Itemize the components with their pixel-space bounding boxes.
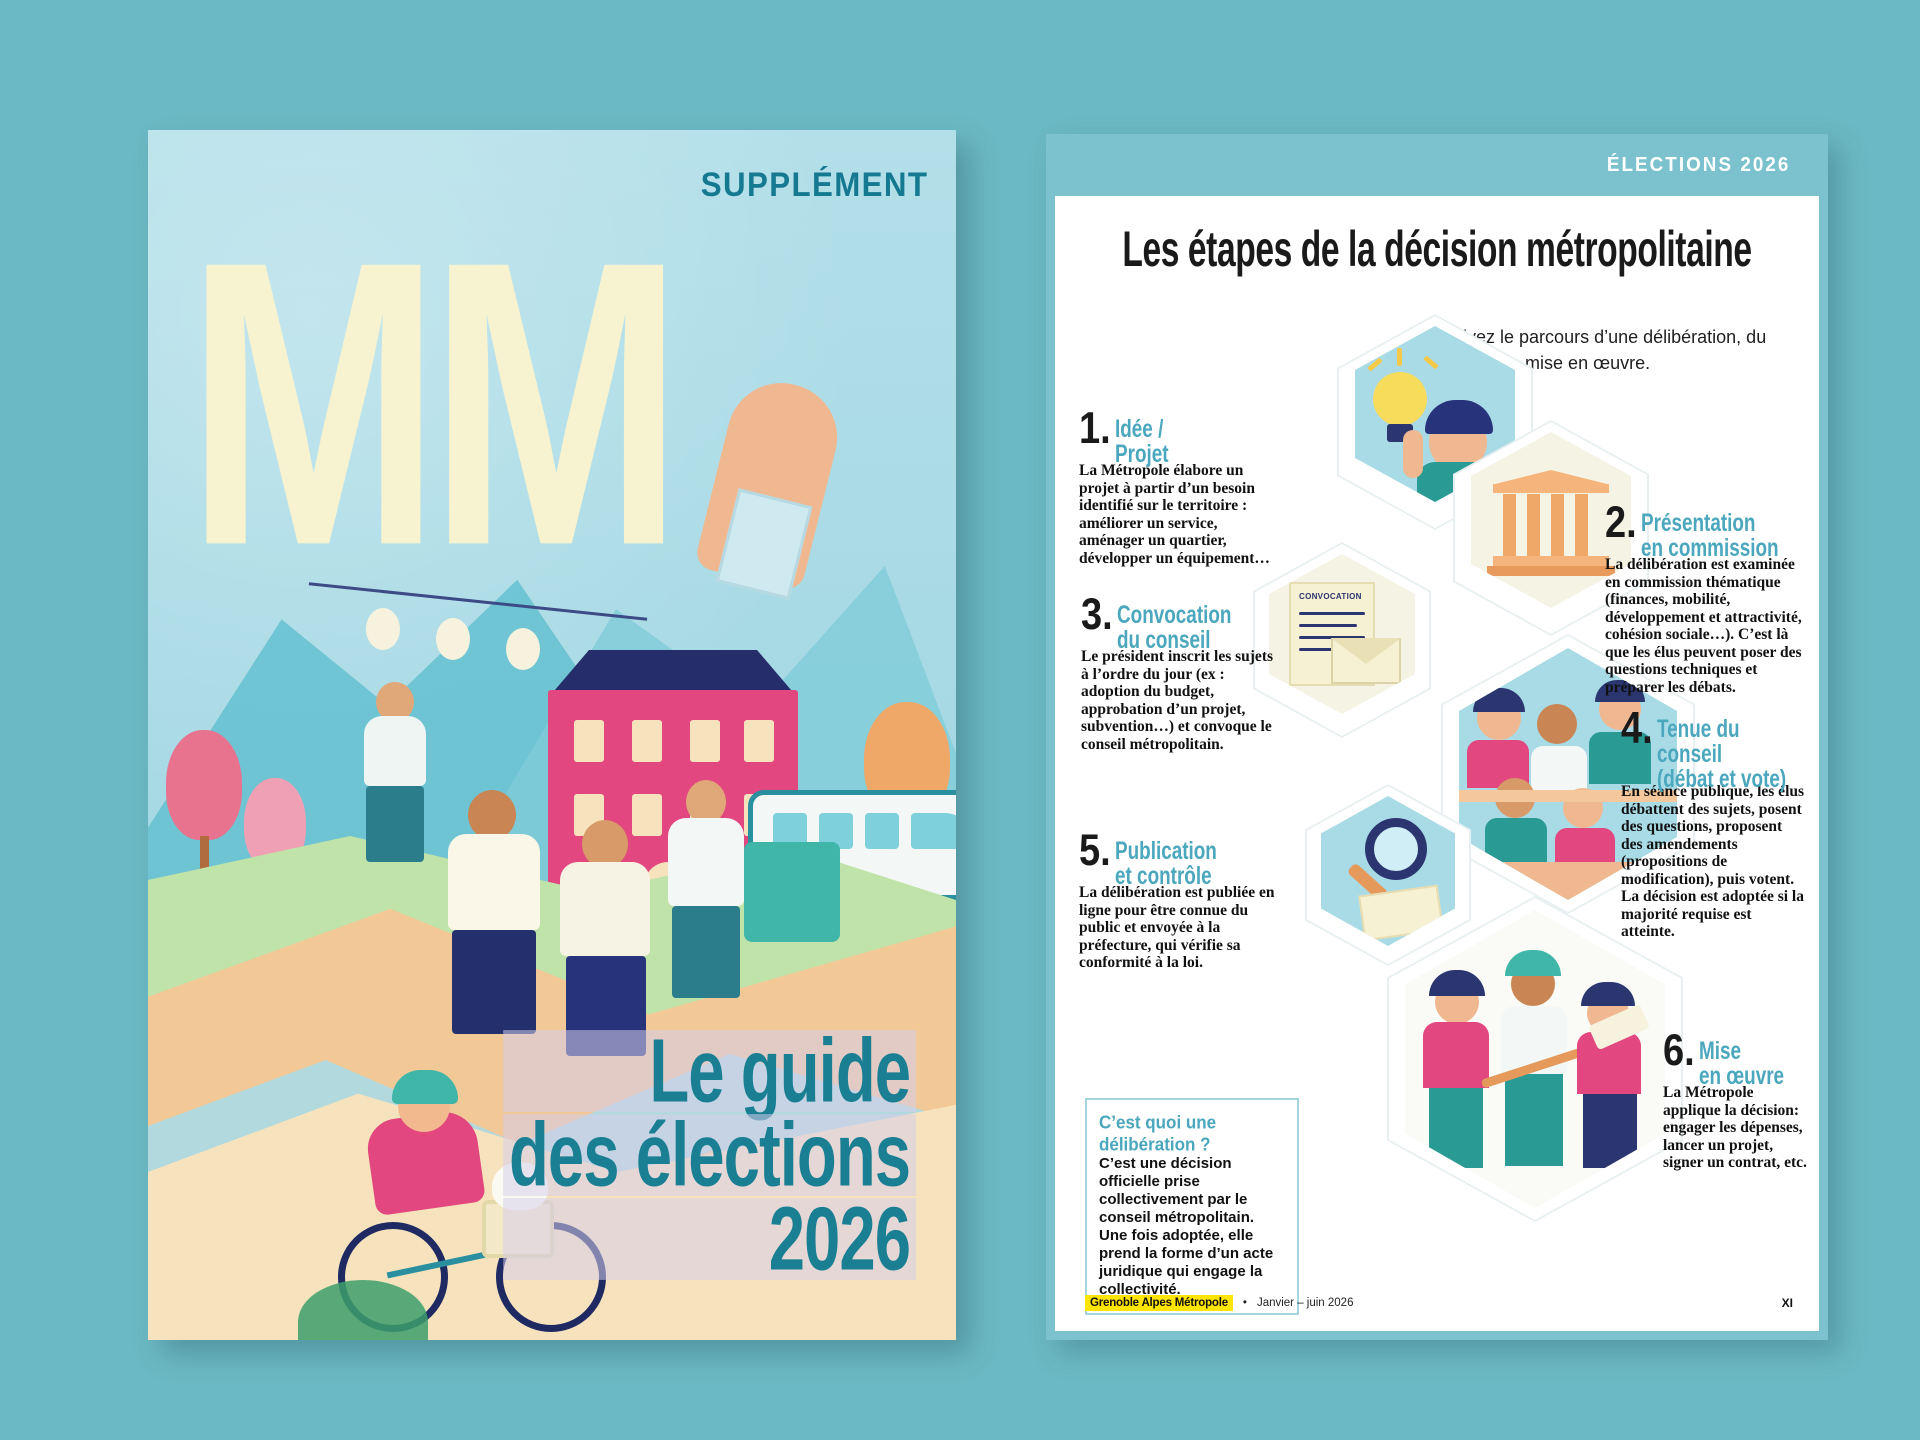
lantern-1	[366, 608, 400, 650]
recycling-cart	[744, 842, 840, 942]
step-1-title-line-1: Idée /	[1114, 415, 1164, 443]
step-3-title-line-1: Convocation	[1116, 601, 1232, 629]
step-1-body: La Métropole élabore un projet à partir …	[1079, 462, 1270, 567]
building-roof	[549, 650, 797, 696]
step-2: 2. Présentation en commission La délibér…	[1605, 498, 1805, 696]
step-4-title-line-2: (débat et vote)	[1656, 765, 1786, 794]
step-6-title: Mise en œuvre	[1698, 1036, 1784, 1090]
step-4: 4. Tenue du conseil (débat et vote) En s…	[1621, 704, 1807, 941]
step-2-body: La délibération est examinée en commissi…	[1605, 556, 1802, 696]
step-3-title: Convocation du conseil	[1116, 600, 1232, 654]
step-1-title: Idée / Projet	[1114, 414, 1169, 468]
step-2-title: Présentation en commission	[1640, 508, 1779, 562]
tree-left	[166, 730, 242, 882]
step-3-number: 3.	[1081, 590, 1113, 640]
footer-separator: •	[1242, 1297, 1247, 1309]
page-content: Les étapes de la décision métropolitaine…	[1055, 196, 1819, 1331]
person-gardening	[364, 682, 426, 862]
foreground-bush	[298, 1280, 428, 1340]
lantern-3	[506, 628, 540, 670]
lantern-2	[436, 618, 470, 660]
cover-logo-text: MM	[186, 176, 684, 630]
cover-logo: MM	[186, 201, 932, 606]
info-box-deliberation: C’est quoi une délibération ? C’est une …	[1085, 1098, 1299, 1315]
step-6: 6. Mise en œuvre La Métropole applique l…	[1663, 1026, 1809, 1172]
step-2-number: 2.	[1605, 498, 1637, 548]
info-box-body: C’est une décision officielle prise coll…	[1099, 1155, 1274, 1298]
step-5-number: 5.	[1079, 826, 1111, 876]
page-header-kicker: ÉLECTIONS 2026	[1606, 153, 1791, 176]
cover-title-line-1: Le guide	[503, 1026, 916, 1116]
step-5-title: Publication et contrôle	[1114, 836, 1217, 890]
cover-title-line-3: 2026	[503, 1194, 916, 1284]
person-with-cart	[668, 780, 744, 998]
step-6-body: La Métropole applique la décision: engag…	[1663, 1084, 1807, 1171]
step-4-number: 4.	[1621, 704, 1653, 754]
step-2-title-line-2: en commission	[1640, 534, 1779, 562]
step-3: 3. Convocation du conseil Le président i…	[1081, 590, 1277, 753]
cyclist-helmet-icon	[392, 1070, 458, 1104]
footer-left: Grenoble Alpes Métropole • Janvier – jui…	[1085, 1295, 1353, 1311]
supplement-label: SUPPLÉMENT	[700, 166, 928, 204]
step-4-title: Tenue du conseil (débat et vote)	[1657, 714, 1792, 792]
person-with-folder	[560, 820, 650, 1056]
step-2-title-line-1: Présentation	[1640, 509, 1756, 537]
cover-title: Le guide des élections 2026	[486, 1026, 916, 1292]
page-header-band: ÉLECTIONS 2026	[1046, 134, 1828, 196]
step-2-heading: 2. Présentation en commission	[1605, 498, 1805, 561]
step-5: 5. Publication et contrôle La délibérati…	[1079, 826, 1275, 972]
step-5-heading: 5. Publication et contrôle	[1079, 826, 1275, 889]
hex-illustration-convocation: CONVOCATION	[1269, 554, 1415, 714]
step-4-body: En séance publique, les élus débattent d…	[1621, 783, 1805, 940]
step-4-heading: 4. Tenue du conseil (débat et vote)	[1621, 704, 1807, 792]
footer-date: Janvier – juin 2026	[1256, 1297, 1354, 1309]
page-title: Les étapes de la décision métropolitaine	[1122, 222, 1752, 278]
footer-brand: Grenoble Alpes Métropole	[1085, 1295, 1233, 1311]
step-5-body: La délibération est publiée en ligne pou…	[1079, 884, 1275, 971]
step-6-title-line-1: Mise	[1698, 1037, 1741, 1065]
step-1-title-line-2: Projet	[1114, 440, 1169, 468]
info-box-heading-line-2: délibération ?	[1099, 1134, 1211, 1155]
cover-title-line-2: des élections	[503, 1110, 916, 1200]
step-3-heading: 3. Convocation du conseil	[1081, 590, 1277, 653]
step-3-title-line-2: du conseil	[1116, 626, 1211, 654]
step-5-title-line-2: et contrôle	[1114, 862, 1212, 890]
person-with-sash	[448, 790, 540, 1034]
hex-illustration-publication	[1321, 796, 1455, 946]
step-6-number: 6.	[1663, 1026, 1695, 1076]
step-3-body: Le président inscrit les sujets à l’ordr…	[1081, 648, 1274, 753]
magazine-interior-page: ÉLECTIONS 2026 Les étapes de la décision…	[1046, 134, 1828, 1340]
footer-page-number: XI	[1781, 1296, 1793, 1310]
step-5-title-line-1: Publication	[1114, 837, 1217, 865]
page-footer: Grenoble Alpes Métropole • Janvier – jui…	[1085, 1295, 1793, 1311]
info-box-heading-line-1: C’est quoi une	[1099, 1112, 1217, 1133]
convocation-doc-label: CONVOCATION	[1299, 592, 1362, 601]
step-6-heading: 6. Mise en œuvre	[1663, 1026, 1809, 1089]
step-4-title-line-1: Tenue du conseil	[1656, 715, 1740, 768]
step-6-title-line-2: en œuvre	[1698, 1062, 1784, 1090]
magazine-cover: SUPPLÉMENT MM Le guide des élections 202…	[148, 130, 956, 1340]
step-1-heading: 1. Idée / Projet	[1079, 404, 1275, 467]
step-1: 1. Idée / Projet La Métropole élabore un…	[1079, 404, 1275, 567]
step-1-number: 1.	[1079, 404, 1111, 454]
info-box-heading: C’est quoi une délibération ?	[1099, 1112, 1285, 1156]
